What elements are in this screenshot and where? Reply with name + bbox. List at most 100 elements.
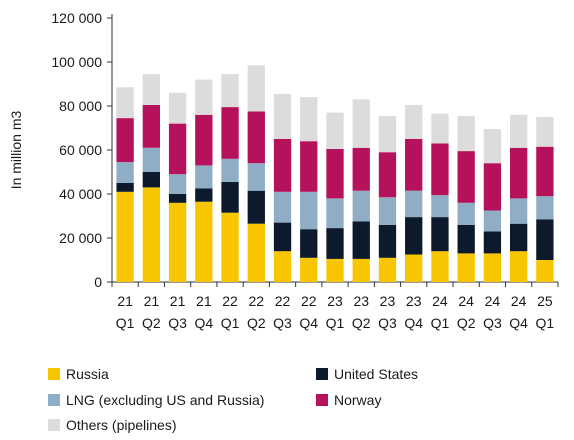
legend-item: Others (pipelines)	[48, 417, 177, 433]
bar-segment-united-states	[195, 188, 213, 202]
x-axis: 21 Q1 21 Q2 21 Q3 21 Q4 22 Q1 22 Q2 22 Q3 22 Q4 23 Q1 23 Q2…	[111, 281, 559, 331]
bar-segment-lng-excluding-us-and-russia	[247, 163, 265, 191]
bar-segment-norway	[168, 123, 187, 175]
x-tick-label-year: 24	[485, 293, 501, 309]
bar-segment-norway	[195, 114, 213, 166]
bar-segment-others-pipelines	[509, 114, 528, 148]
legend-swatch	[48, 368, 60, 380]
bar-segment-others-pipelines	[352, 99, 370, 148]
bar-segment-others-pipelines	[221, 74, 239, 108]
bar-segment-norway	[431, 143, 449, 196]
x-tick-label-year: 22	[275, 293, 291, 309]
bar-segment-lng-excluding-us-and-russia	[457, 202, 475, 225]
bar-segment-norway	[142, 104, 161, 148]
bar-segment-others-pipelines	[142, 74, 161, 105]
bar-segment-lng-excluding-us-and-russia	[116, 162, 134, 183]
bar-segment-others-pipelines	[195, 79, 213, 115]
x-tick-label-year: 23	[380, 293, 396, 309]
legend-item: Russia	[48, 366, 109, 382]
legend-swatch	[316, 368, 328, 380]
bar-segment-others-pipelines	[483, 129, 502, 164]
y-tick-label: 40 000	[59, 186, 102, 202]
bar-segment-russia	[247, 223, 265, 282]
bar-segment-lng-excluding-us-and-russia	[431, 195, 449, 218]
bar-segment-united-states	[221, 181, 239, 213]
bar-segment-lng-excluding-us-and-russia	[168, 174, 187, 194]
y-tick-label: 100 000	[51, 54, 102, 70]
x-tick-label-quarter: Q1	[326, 315, 345, 331]
bar-segment-others-pipelines	[536, 117, 554, 147]
legend-label: Norway	[334, 392, 382, 408]
bar-segment-lng-excluding-us-and-russia	[300, 191, 318, 230]
bar-segment-others-pipelines	[378, 115, 397, 153]
bar-segment-norway	[326, 148, 344, 199]
y-axis: 0 20 000 40 000 60 000 80 000 100 000 120 000	[51, 10, 113, 290]
x-tick-label-quarter: Q4	[509, 315, 528, 331]
legend-label: Russia	[66, 366, 109, 382]
bar-segment-russia	[142, 187, 161, 282]
bar-segment-norway	[352, 147, 370, 191]
bar-segment-others-pipelines	[457, 115, 475, 152]
bar-segment-lng-excluding-us-and-russia	[483, 210, 502, 232]
x-tick-label-year: 24	[432, 293, 448, 309]
bar-segment-lng-excluding-us-and-russia	[195, 165, 213, 189]
bar-segment-lng-excluding-us-and-russia	[378, 197, 397, 225]
x-tick-label-year: 23	[353, 293, 369, 309]
y-axis-label: In million m3	[8, 111, 24, 190]
bar-segment-russia	[457, 253, 475, 282]
bar-segment-others-pipelines	[431, 113, 449, 144]
bar-segment-lng-excluding-us-and-russia	[142, 147, 161, 172]
x-tick-label-quarter: Q4	[194, 315, 213, 331]
bar-segment-united-states	[352, 221, 370, 259]
bar-segment-lng-excluding-us-and-russia	[221, 158, 239, 182]
x-tick-label-quarter: Q2	[142, 315, 161, 331]
bar-segment-norway	[536, 146, 554, 197]
bar-segment-russia	[326, 258, 344, 282]
bar-segment-norway	[221, 107, 239, 159]
bar-segment-united-states	[378, 224, 397, 258]
bars	[116, 65, 554, 282]
legend-label: Others (pipelines)	[66, 417, 177, 433]
x-tick-label-quarter: Q1	[116, 315, 135, 331]
bar-segment-russia	[483, 253, 502, 282]
x-tick-label-quarter: Q3	[273, 315, 292, 331]
x-tick-label-quarter: Q3	[168, 315, 187, 331]
bar-segment-united-states	[536, 219, 554, 260]
bar-segment-russia	[509, 251, 528, 282]
bar-segment-others-pipelines	[273, 93, 292, 139]
bar-segment-norway	[509, 147, 528, 199]
y-tick-label: 120 000	[51, 10, 102, 26]
bar-segment-lng-excluding-us-and-russia	[405, 190, 423, 218]
bar-segment-others-pipelines	[247, 65, 265, 112]
bar-segment-united-states	[509, 223, 528, 252]
bar-segment-norway	[300, 141, 318, 192]
x-tick-label-quarter: Q3	[378, 315, 397, 331]
bar-segment-others-pipelines	[326, 112, 344, 149]
bar-segment-united-states	[405, 217, 423, 255]
bar-segment-lng-excluding-us-and-russia	[273, 191, 292, 223]
bar-segment-others-pipelines	[116, 87, 134, 119]
y-tick-label: 0	[94, 274, 102, 290]
y-tick-label: 80 000	[59, 98, 102, 114]
bar-segment-united-states	[457, 224, 475, 254]
bar-segment-united-states	[300, 229, 318, 258]
legend-swatch	[48, 419, 60, 431]
bar-segment-norway	[378, 152, 397, 198]
bar-segment-russia	[273, 251, 292, 282]
y-tick-label: 60 000	[59, 142, 102, 158]
legend-item: United States	[316, 366, 418, 382]
bar-segment-united-states	[273, 222, 292, 252]
legend-item: Norway	[316, 392, 381, 408]
x-tick-label-quarter: Q4	[404, 315, 423, 331]
x-tick-label-quarter: Q4	[299, 315, 318, 331]
bar-segment-lng-excluding-us-and-russia	[509, 198, 528, 224]
bar-segment-lng-excluding-us-and-russia	[326, 198, 344, 229]
bar-segment-russia	[300, 257, 318, 282]
legend-label: LNG (excluding US and Russia)	[66, 392, 265, 408]
legend-label: United States	[334, 366, 419, 382]
bar-segment-russia	[168, 202, 187, 282]
x-tick-label-year: 22	[301, 293, 317, 309]
x-tick-label-year: 22	[249, 293, 265, 309]
x-tick-label-year: 24	[458, 293, 474, 309]
